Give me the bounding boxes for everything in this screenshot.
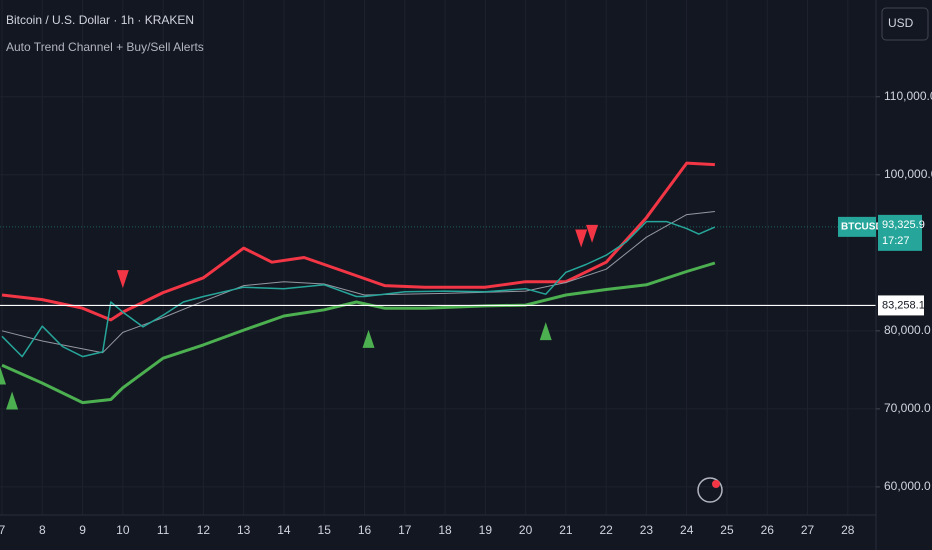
x-tick-label: 26 — [761, 523, 775, 537]
x-tick-label: 15 — [318, 523, 332, 537]
price-badge — [878, 214, 922, 251]
sell-signal — [586, 224, 599, 243]
y-tick-label: 110,000.0 — [884, 89, 932, 103]
x-tick-label: 17 — [398, 523, 412, 537]
x-tick-label: 12 — [197, 523, 211, 537]
chart-title: Bitcoin / U.S. Dollar · 1h · KRAKEN — [6, 13, 194, 27]
price-label: 93,325.9 — [882, 219, 925, 231]
x-tick-label: 25 — [720, 523, 734, 537]
crosshair-label: 83,258.1 — [882, 299, 925, 311]
x-tick-label: 24 — [680, 523, 694, 537]
x-tick-label: 10 — [116, 523, 130, 537]
x-tick-label: 21 — [559, 523, 573, 537]
x-tick-label: 18 — [438, 523, 452, 537]
symbol-label: BTCUSD — [841, 222, 883, 233]
x-tick-label: 22 — [599, 523, 613, 537]
x-tick-label: 28 — [841, 523, 855, 537]
grid — [0, 0, 876, 515]
symbol-badge — [838, 216, 876, 237]
x-tick-label: 16 — [358, 523, 372, 537]
logo-dot — [712, 480, 720, 488]
buy-signal — [0, 366, 6, 385]
currency-label[interactable]: USD — [888, 16, 914, 30]
y-tick-label: 60,000.0 — [884, 479, 931, 493]
x-tick-label: 13 — [237, 523, 251, 537]
sell-signal — [575, 229, 588, 248]
logo-icon[interactable] — [697, 477, 723, 503]
buy-signal — [539, 322, 552, 341]
x-tick-label: 23 — [640, 523, 654, 537]
sell-signal — [116, 270, 129, 289]
crosshair-badge — [878, 295, 924, 316]
buy-signal — [6, 391, 19, 410]
series-line — [1, 161, 715, 322]
buy-signal — [362, 329, 375, 348]
x-tick-label: 19 — [479, 523, 493, 537]
y-tick-label: 100,000.0 — [884, 167, 932, 181]
series-line — [1, 220, 716, 358]
y-tick-label: 70,000.0 — [884, 401, 931, 415]
x-tick-label: 7 — [0, 523, 6, 537]
x-tick-label: 27 — [801, 523, 815, 537]
countdown-label: 17:27 — [882, 235, 910, 247]
series-line — [1, 211, 715, 354]
x-tick-label: 20 — [519, 523, 533, 537]
currency-button[interactable] — [881, 7, 929, 41]
y-tick-label: 80,000.0 — [884, 323, 931, 337]
x-tick-label: 14 — [277, 523, 291, 537]
x-tick-label: 8 — [39, 523, 46, 537]
x-tick-label: 9 — [79, 523, 86, 537]
x-tick-label: 11 — [157, 523, 170, 537]
plot — [0, 161, 876, 410]
chart-subtitle: Auto Trend Channel + Buy/Sell Alerts — [6, 40, 204, 54]
